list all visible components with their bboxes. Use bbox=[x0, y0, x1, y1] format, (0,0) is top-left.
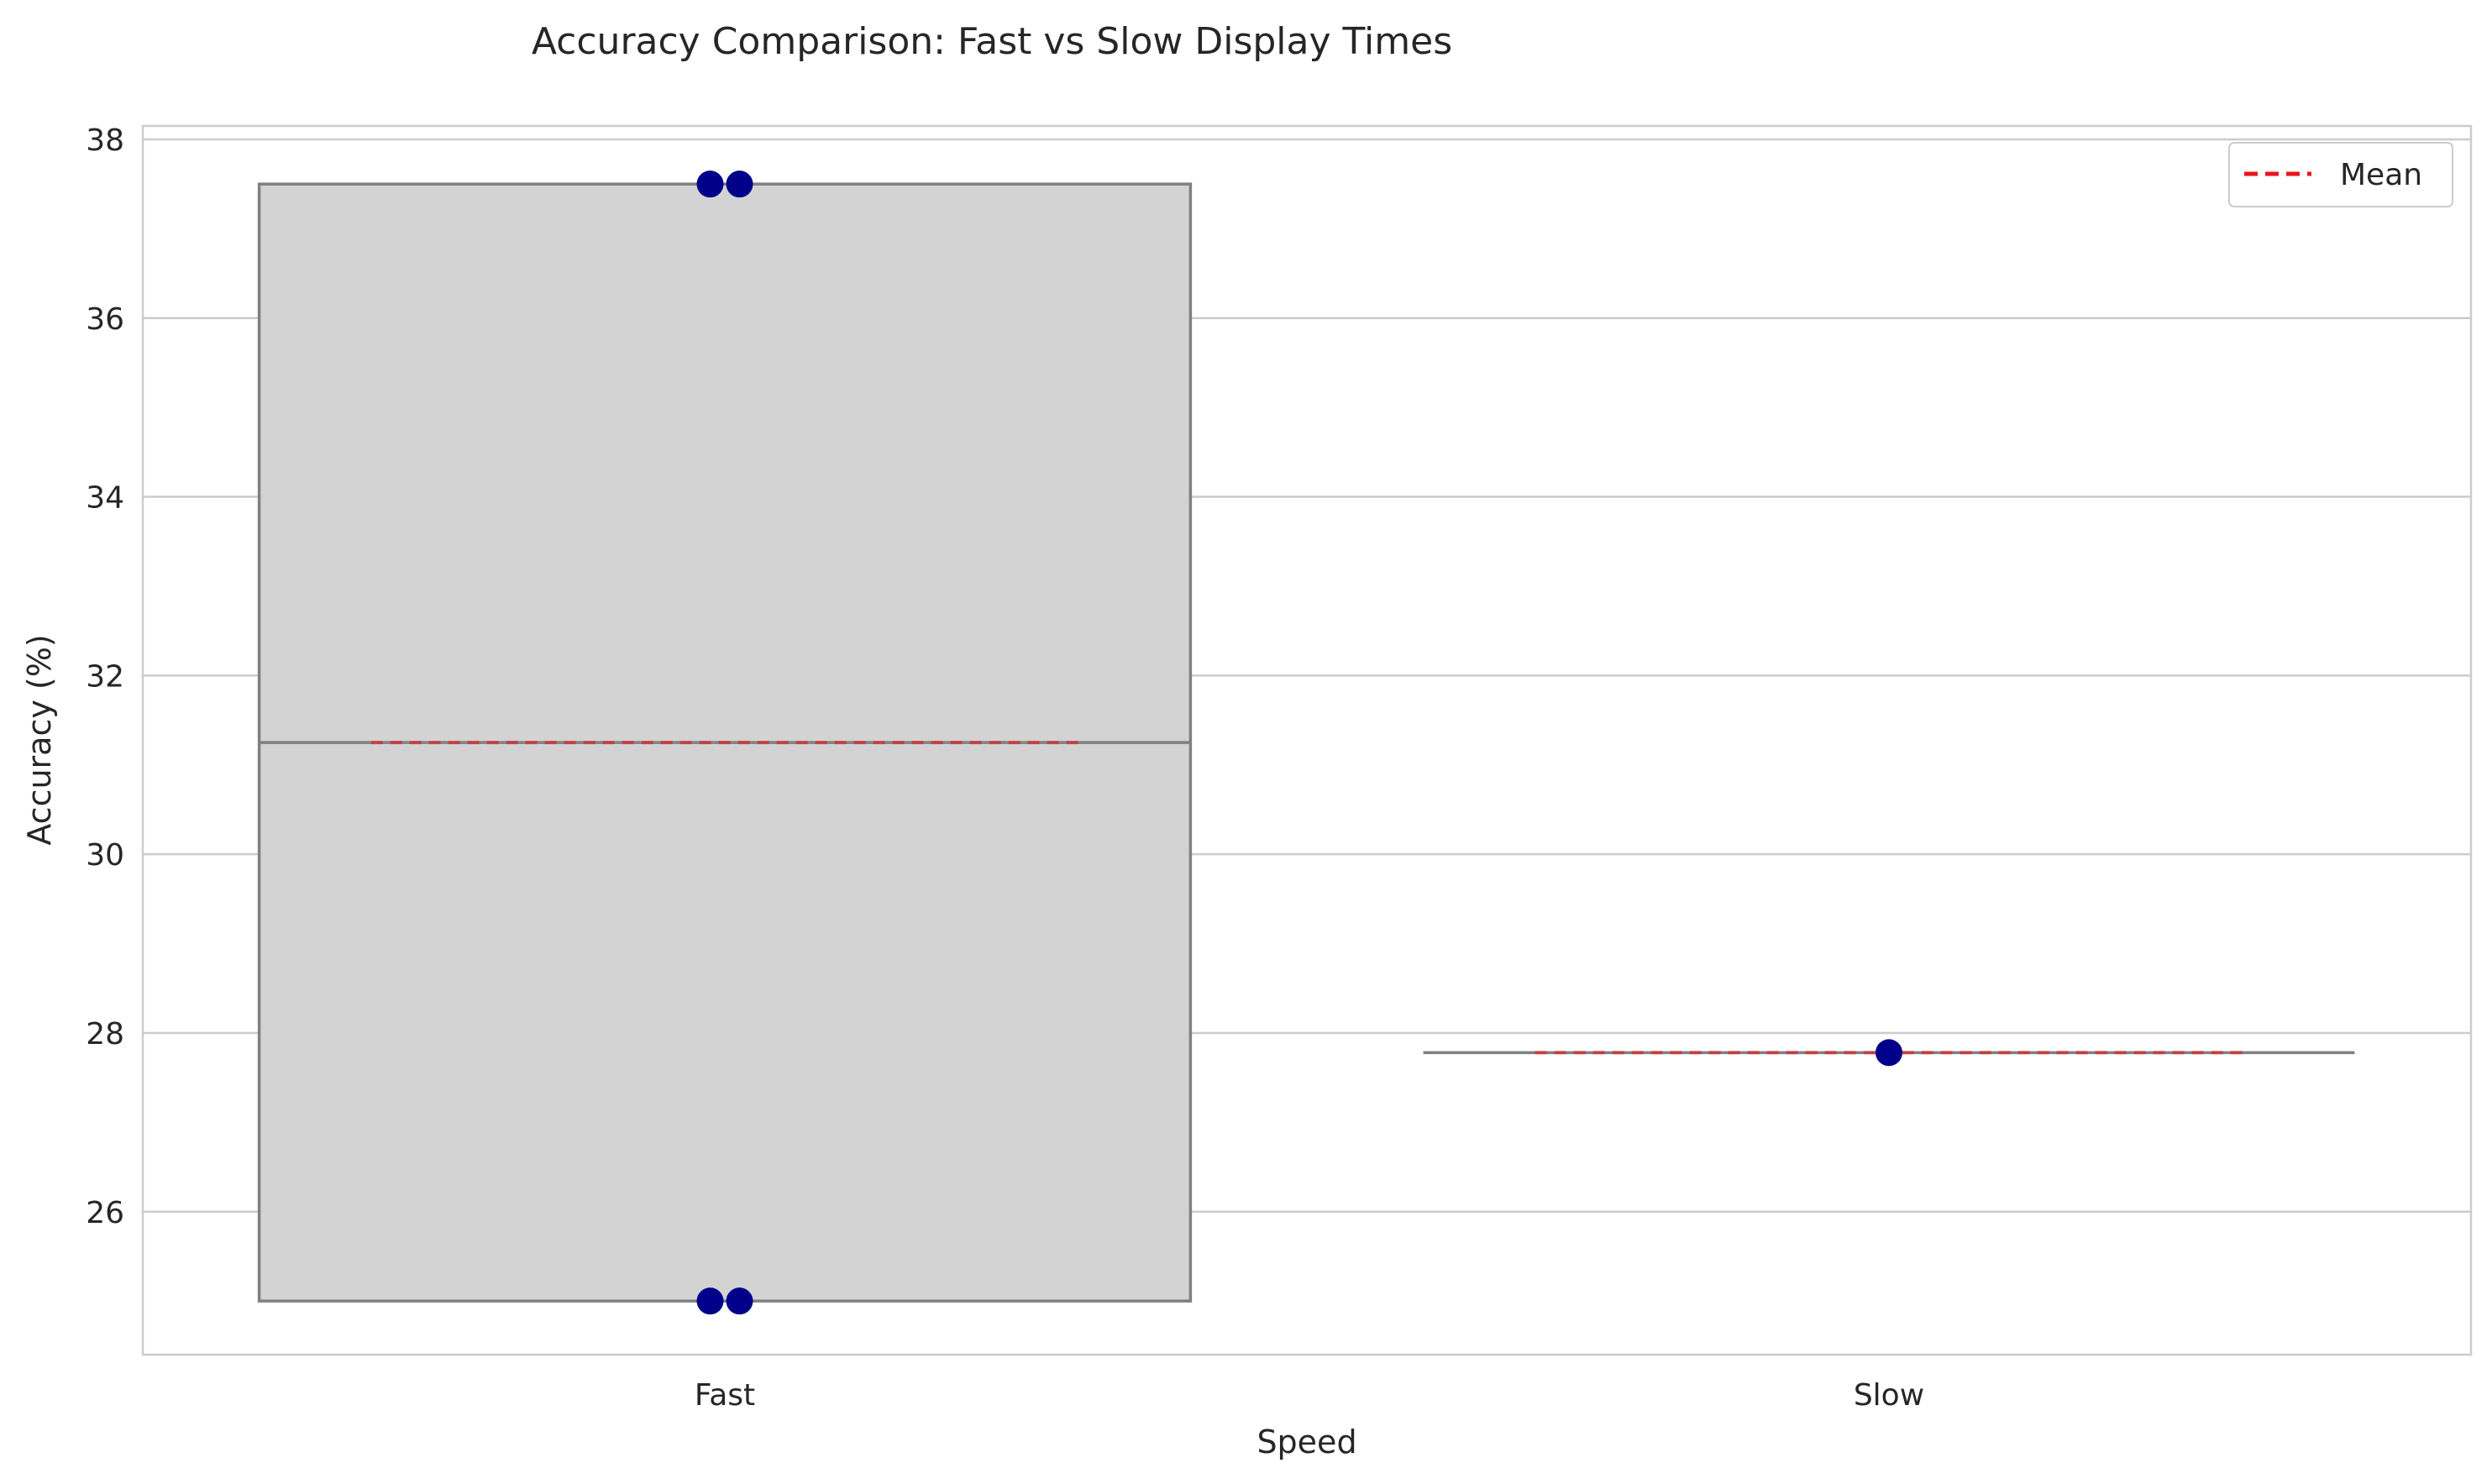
y-tick-label: 30 bbox=[86, 838, 124, 873]
data-point bbox=[726, 1287, 753, 1315]
data-point bbox=[1876, 1039, 1902, 1067]
x-tick-label: Slow bbox=[1854, 1378, 1924, 1413]
chart-title: Accuracy Comparison: Fast vs Slow Displa… bbox=[532, 20, 1452, 63]
legend-box bbox=[2228, 142, 2453, 207]
y-tick-label: 32 bbox=[86, 659, 124, 694]
plot-area bbox=[141, 124, 2473, 1356]
box-layer bbox=[257, 170, 2355, 1315]
legend-mean-label: Mean bbox=[2340, 158, 2422, 192]
y-tick-label: 26 bbox=[86, 1196, 124, 1230]
x-tick-label: Fast bbox=[695, 1378, 755, 1413]
data-point bbox=[726, 170, 753, 198]
data-point bbox=[696, 1287, 724, 1315]
data-point bbox=[696, 170, 724, 198]
y-tick-label: 28 bbox=[86, 1017, 124, 1051]
tick-labels: 26 28 30 32 34 36 38 Fast Slow bbox=[86, 123, 1924, 1413]
y-tick-label: 34 bbox=[86, 481, 124, 516]
y-tick-label: 36 bbox=[86, 302, 124, 337]
legend: Mean bbox=[2228, 142, 2453, 207]
y-axis-label: Accuracy (%) bbox=[21, 634, 58, 845]
y-tick-label: 38 bbox=[86, 123, 124, 158]
x-axis-label: Speed bbox=[1256, 1424, 1356, 1460]
